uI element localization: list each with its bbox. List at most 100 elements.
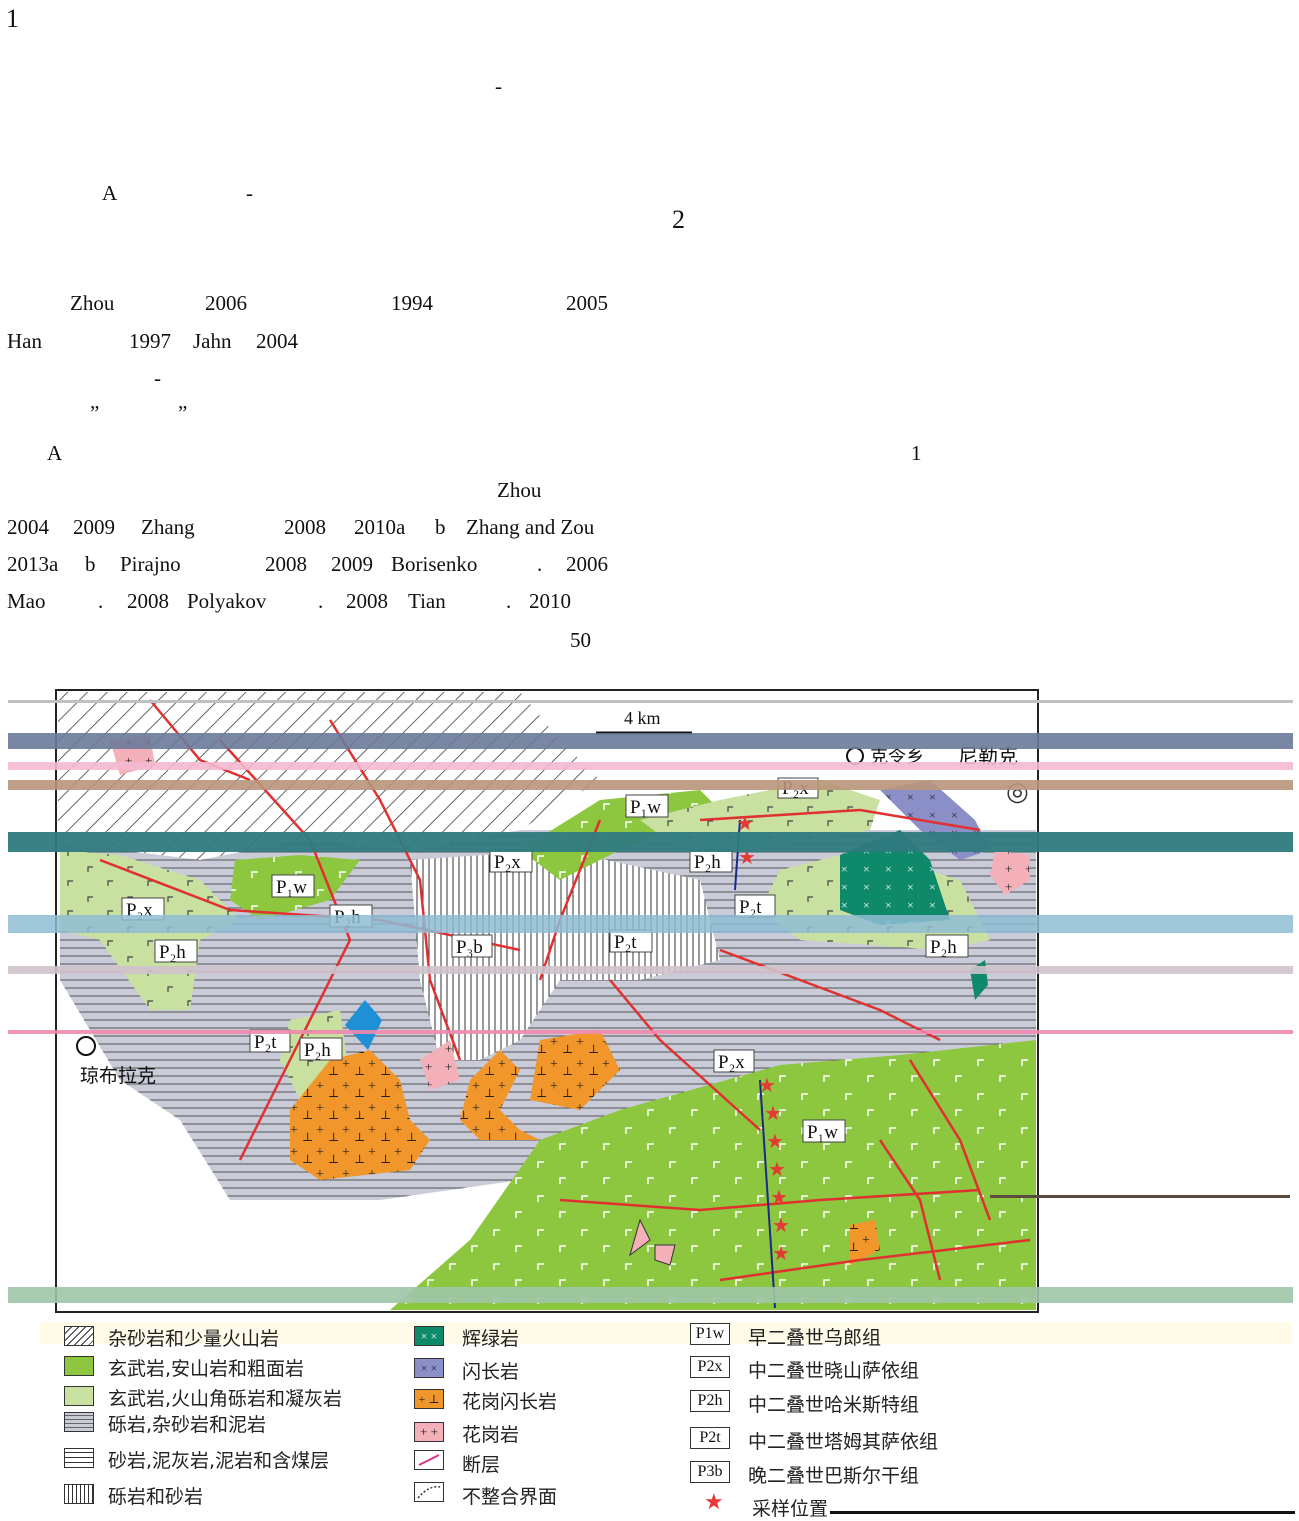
svg-text:P₃b: P₃b xyxy=(456,937,483,958)
legend-label: 玄武岩,火山角砾岩和凝灰岩 xyxy=(108,1388,343,1410)
formation-code: P1w xyxy=(690,1323,730,1345)
section-line xyxy=(734,819,741,891)
vertical-stripe-icon xyxy=(64,1484,94,1504)
legend-label: 中二叠世晓山萨依组 xyxy=(748,1360,920,1382)
svg-text:★: ★ xyxy=(768,1157,786,1181)
dash-text: - xyxy=(246,181,253,205)
formation-code: P2t xyxy=(690,1427,730,1449)
legend-label: 采样位置 xyxy=(752,1498,829,1520)
text-word: Pirajno xyxy=(120,552,181,576)
legend-label: 中二叠世塔姆其萨依组 xyxy=(748,1431,939,1453)
conglomerate-unit xyxy=(410,850,720,1060)
granodiorite-body xyxy=(850,1220,880,1265)
text-word: A xyxy=(47,441,63,465)
text-word: Jahn xyxy=(193,329,232,353)
legend-label: 砾岩,杂砂岩和泥岩 xyxy=(108,1414,267,1436)
svg-text:P₂t: P₂t xyxy=(739,897,762,918)
text-word: 2006 xyxy=(205,291,247,315)
unconformity-icon xyxy=(414,1482,444,1502)
granite-body xyxy=(420,1040,460,1090)
basalt-dark-icon xyxy=(64,1356,94,1376)
section-line xyxy=(759,1079,776,1309)
coal-icon xyxy=(64,1448,94,1468)
legend-label: 中二叠世哈米斯特组 xyxy=(748,1394,920,1416)
hatch-icon xyxy=(64,1326,94,1346)
legend-label: 杂砂岩和少量火山岩 xyxy=(108,1328,280,1350)
geological-map: + ⊥ + × × xyxy=(8,689,1293,1313)
text-word: 2008 xyxy=(284,515,326,539)
text-word: ” xyxy=(178,401,188,425)
text-word: 2006 xyxy=(566,552,608,576)
text-word: . xyxy=(318,589,324,613)
text-word: Zhang xyxy=(141,515,195,539)
svg-text:P₂h: P₂h xyxy=(304,1040,331,1061)
svg-text:★: ★ xyxy=(736,811,754,835)
legend-label: 砂岩,泥灰岩,泥岩和含煤层 xyxy=(108,1450,330,1472)
gabbro-body xyxy=(840,830,950,925)
text-word: - xyxy=(154,366,161,390)
section-number: 1 xyxy=(6,4,19,33)
legend-label: 辉绿岩 xyxy=(462,1328,520,1350)
text-word: Zhou xyxy=(70,291,115,315)
text-word: Borisenko xyxy=(391,552,478,576)
granite-body xyxy=(629,1218,651,1257)
svg-text:P₂t: P₂t xyxy=(254,1032,277,1053)
legend-label: 砾岩和砂岩 xyxy=(108,1486,204,1508)
text-word: 1997 xyxy=(129,329,171,353)
text-word: 2010 xyxy=(529,589,571,613)
granite-body xyxy=(654,1244,676,1266)
text-word: . xyxy=(537,552,543,576)
para-label: A xyxy=(102,181,118,205)
svg-text:P₂h: P₂h xyxy=(930,937,957,958)
text-word: Tian xyxy=(408,589,446,613)
granodiorite-body xyxy=(290,1050,430,1180)
text-word: Zhang and Zou xyxy=(466,515,595,539)
text-word: Zhou xyxy=(497,478,542,502)
legend-label: 玄武岩,安山岩和粗面岩 xyxy=(108,1358,305,1380)
legend-label: 早二叠世乌郎组 xyxy=(748,1327,882,1349)
granite-body xyxy=(990,850,1030,895)
sample-star-icon: ★ xyxy=(704,1490,724,1515)
svg-text:★: ★ xyxy=(772,1241,790,1265)
text-word: 1 xyxy=(911,441,922,465)
town-marker xyxy=(76,1036,96,1056)
town-label: 琼布拉克 xyxy=(80,1065,156,1087)
svg-text:★: ★ xyxy=(772,1213,790,1237)
svg-text:P₂h: P₂h xyxy=(159,942,186,963)
text-word: 2013a xyxy=(7,552,59,576)
svg-text:P₁w: P₁w xyxy=(276,877,307,898)
legend-label: 不整合界面 xyxy=(462,1486,558,1508)
text-word: . xyxy=(506,589,512,613)
svg-text:P₁w: P₁w xyxy=(807,1122,838,1143)
svg-text:P₂h: P₂h xyxy=(694,852,721,873)
text-word: b xyxy=(435,515,446,539)
text-word: 2009 xyxy=(331,552,373,576)
town-marker xyxy=(846,747,864,765)
text-word: 2004 xyxy=(7,515,49,539)
formation-code: P2h xyxy=(690,1390,730,1412)
text-word: 2008 xyxy=(265,552,307,576)
legend-band xyxy=(40,1322,1292,1344)
svg-text:★: ★ xyxy=(766,1129,784,1153)
granodiorite-icon: + ⊥ xyxy=(414,1389,444,1409)
text-word: Mao xyxy=(7,589,46,613)
granodiorite-body xyxy=(460,1050,540,1140)
fault-icon xyxy=(414,1450,444,1470)
text-word: Han xyxy=(7,329,42,353)
blue-intrusion xyxy=(345,1000,382,1050)
text-word: . xyxy=(98,589,104,613)
text-word: 50 xyxy=(570,628,591,652)
dash-text: - xyxy=(495,74,502,98)
svg-text:★: ★ xyxy=(758,1073,776,1097)
granite-icon: + + xyxy=(414,1422,444,1442)
conglomerate-icon xyxy=(64,1412,94,1432)
legend-label: 花岗闪长岩 xyxy=(462,1391,558,1413)
section-number-2: 2 xyxy=(672,205,685,234)
svg-text:★: ★ xyxy=(770,1185,788,1209)
svg-text:★: ★ xyxy=(764,1101,782,1125)
legend-label: 断层 xyxy=(462,1454,501,1476)
diorite-icon: × × xyxy=(414,1358,444,1378)
granodiorite-body xyxy=(530,1030,620,1110)
text-word: 2008 xyxy=(346,589,388,613)
text-word: 2010a xyxy=(354,515,406,539)
